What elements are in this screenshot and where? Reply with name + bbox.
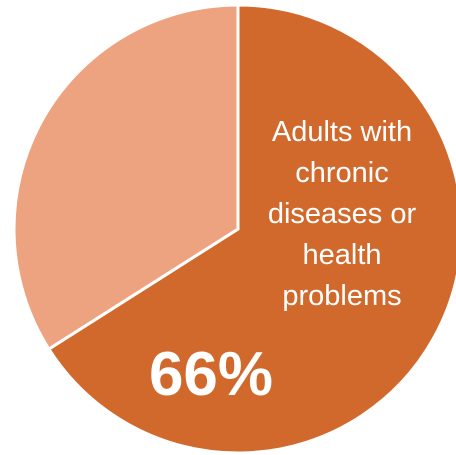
slice-value-label: 66% [149, 340, 273, 409]
slice-label-line: health [302, 239, 381, 271]
slice-label-line: Adults with [272, 116, 412, 148]
slice-label-line: problems [282, 280, 401, 312]
slice-label-line: diseases or [268, 198, 417, 230]
slice-label: Adults with chronic diseases or health probl… [268, 116, 417, 312]
slice-label-line: chronic [295, 157, 389, 189]
